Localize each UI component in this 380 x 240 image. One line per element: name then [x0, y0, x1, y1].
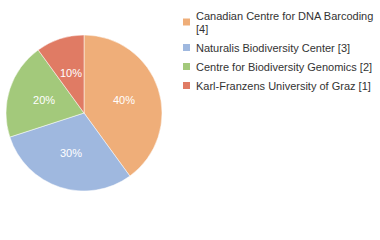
- svg-text:Canadian Centre for DNA Barcod: Canadian Centre for DNA Barcoding: [196, 10, 376, 22]
- svg-text:10%: 10%: [60, 67, 82, 79]
- svg-text:30%: 30%: [60, 147, 82, 159]
- svg-text:20%: 20%: [33, 94, 55, 106]
- svg-text:Karl-Franzens University of Gr: Karl-Franzens University of Graz [1]: [196, 80, 371, 92]
- svg-text:Naturalis Biodiversity Center: Naturalis Biodiversity Center [3]: [196, 42, 350, 54]
- svg-text:[4]: [4]: [196, 23, 208, 35]
- svg-text:Centre for Biodiversity Genomi: Centre for Biodiversity Genomics [2]: [196, 61, 372, 73]
- svg-text:40%: 40%: [113, 94, 135, 106]
